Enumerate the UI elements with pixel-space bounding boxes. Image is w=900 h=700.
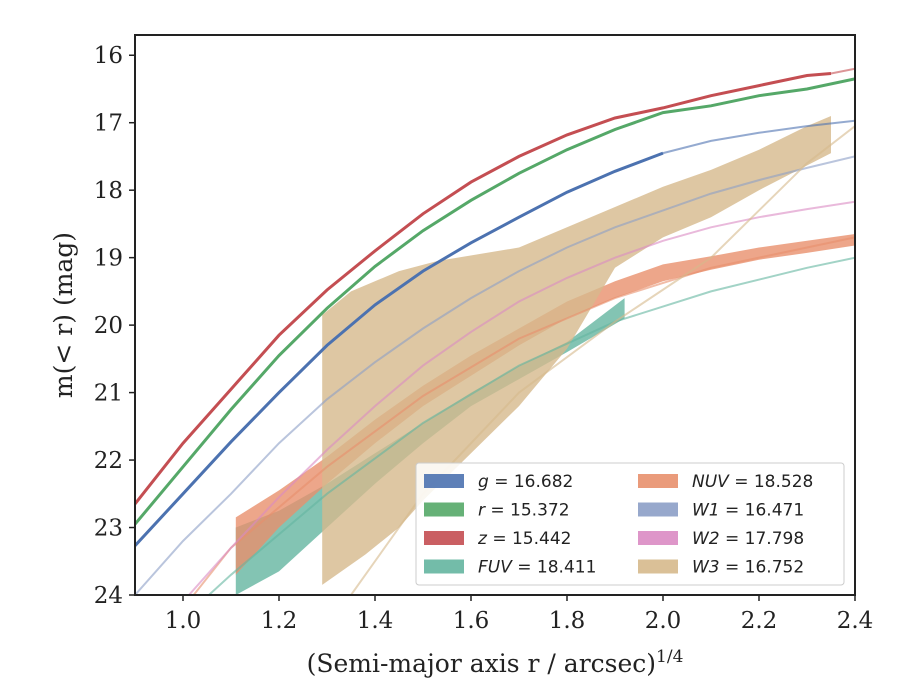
y-tick-label: 23 bbox=[94, 516, 123, 542]
legend-swatch-w3 bbox=[638, 559, 678, 574]
y-axis-label: m(< r) (mag) bbox=[49, 232, 78, 398]
x-axis-label: (Semi-major axis r / arcsec)1/4 bbox=[307, 647, 684, 678]
legend-swatch-w1 bbox=[638, 502, 678, 517]
y-axis-ticks: 16 17 18 19 20 21 22 23 24 bbox=[94, 43, 135, 609]
legend-label-r: r = 15.372 bbox=[478, 501, 570, 521]
y-tick-label: 16 bbox=[94, 43, 123, 69]
legend-label-fuv: FUV = 18.411 bbox=[478, 558, 596, 578]
x-axis-label-text: (Semi-major axis r / arcsec) bbox=[307, 649, 656, 678]
series-nuv-extrapolation bbox=[192, 236, 855, 595]
legend-label-nuv: NUV = 18.528 bbox=[692, 472, 813, 492]
x-tick-label: 1.2 bbox=[261, 608, 298, 634]
x-tick-label: 1.4 bbox=[357, 608, 394, 634]
x-tick-label: 2.2 bbox=[741, 608, 778, 634]
legend-swatch-g bbox=[424, 474, 464, 488]
series-w2-extrapolation bbox=[187, 200, 855, 595]
series-z-line bbox=[135, 72, 832, 505]
series-z-extrapolation bbox=[830, 67, 855, 75]
x-tick-label: 1.0 bbox=[165, 608, 202, 634]
y-tick-label: 21 bbox=[94, 381, 123, 407]
x-tick-label: 2.4 bbox=[837, 608, 874, 634]
series-fuv-extrapolation bbox=[207, 256, 855, 595]
series-r-line bbox=[135, 77, 855, 526]
legend-swatch-w2 bbox=[638, 531, 678, 545]
legend-label-w3: W3 = 16.752 bbox=[692, 558, 804, 578]
legend-swatch-fuv bbox=[424, 559, 464, 574]
y-tick-label: 17 bbox=[94, 111, 123, 137]
x-tick-label: 1.8 bbox=[549, 608, 586, 634]
plot-frame bbox=[134, 34, 856, 596]
legend-swatch-nuv bbox=[638, 474, 678, 488]
series-w1-extrapolation bbox=[135, 155, 855, 595]
series-g-extrapolation bbox=[662, 119, 855, 155]
y-tick-label: 20 bbox=[94, 313, 123, 339]
legend-swatch-z bbox=[424, 531, 464, 545]
y-tick-label: 18 bbox=[94, 178, 123, 204]
x-tick-label: 2.0 bbox=[645, 608, 682, 634]
x-axis-ticks: 1.0 1.2 1.4 1.6 1.8 2.0 2.2 2.4 bbox=[165, 595, 874, 634]
x-axis-label-exponent: 1/4 bbox=[656, 647, 683, 667]
y-tick-label: 22 bbox=[94, 448, 123, 474]
legend-label-z: z = 15.442 bbox=[477, 529, 571, 549]
series-g-line bbox=[135, 151, 664, 547]
y-tick-label: 24 bbox=[94, 583, 123, 609]
legend-swatch-r bbox=[424, 502, 464, 517]
legend-label-g: g = 16.682 bbox=[478, 472, 573, 492]
x-tick-label: 1.6 bbox=[453, 608, 490, 634]
legend-box bbox=[415, 462, 845, 586]
y-tick-label: 19 bbox=[94, 246, 123, 272]
legend-label-w2: W2 = 17.798 bbox=[692, 529, 804, 549]
legend-label-w1: W1 = 16.471 bbox=[692, 501, 804, 521]
legend: g = 16.682 r = 15.372 z = 15.442 FUV = 18.4… bbox=[415, 462, 845, 586]
